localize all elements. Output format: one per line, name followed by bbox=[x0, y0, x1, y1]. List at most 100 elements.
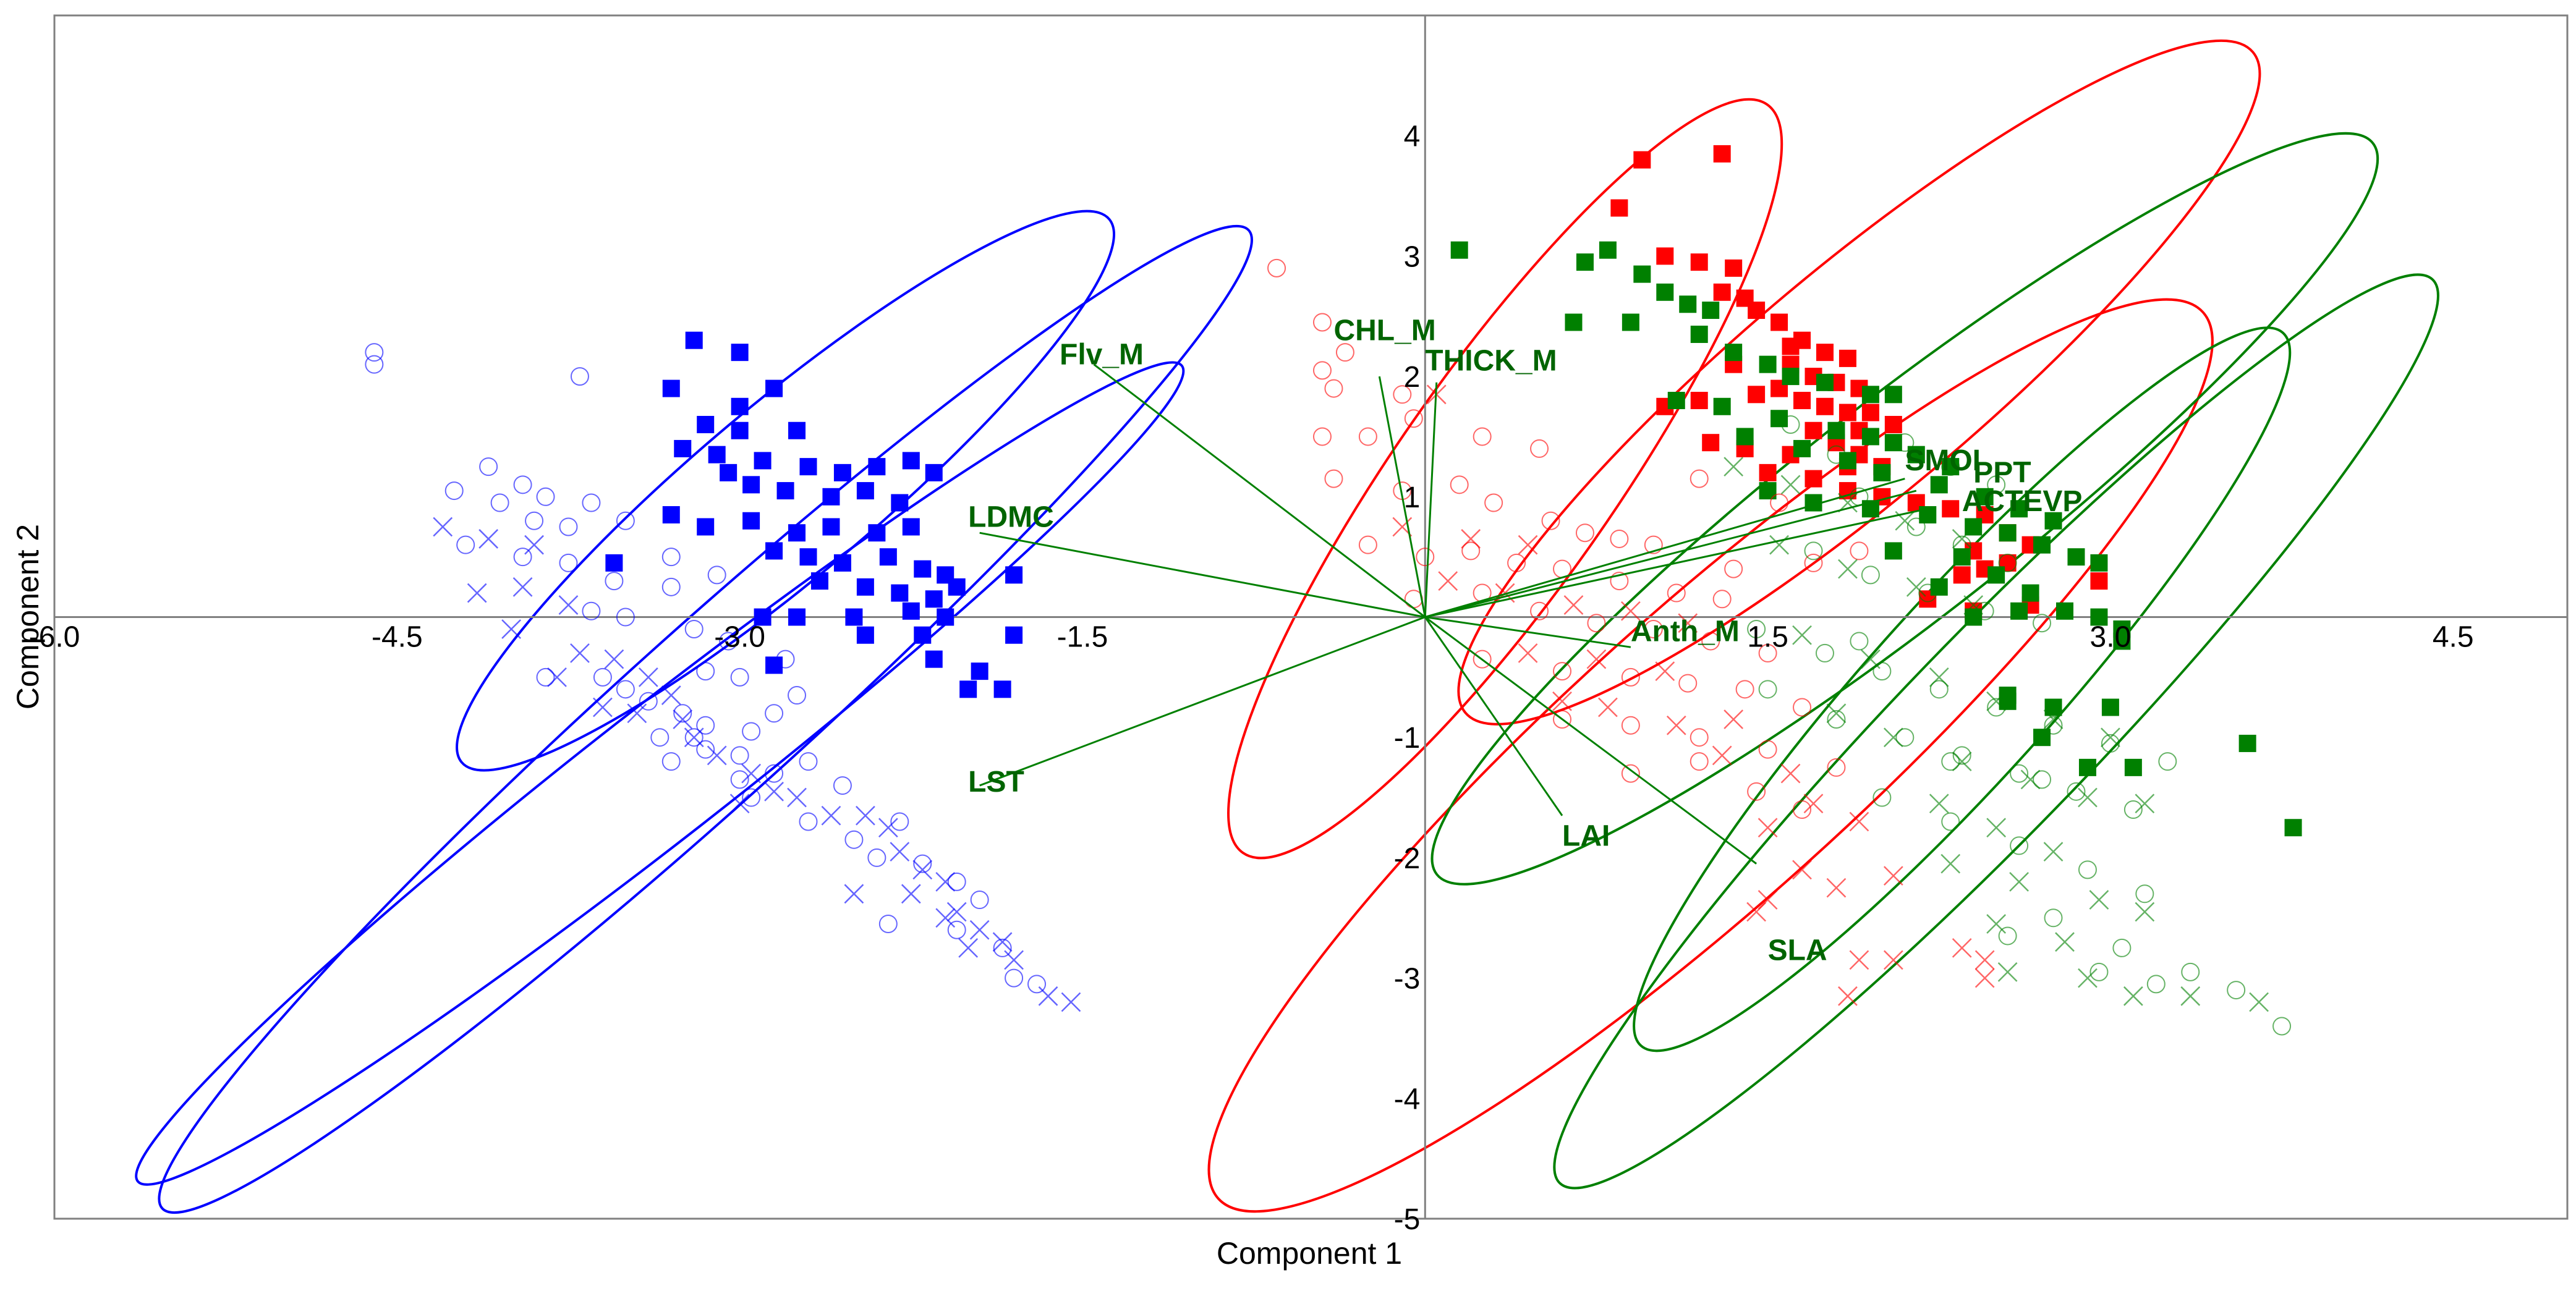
green-circles-point bbox=[2227, 981, 2246, 1000]
green-circles-point bbox=[2135, 884, 2154, 904]
blue-crosses-point bbox=[878, 818, 898, 838]
blue-crosses-point bbox=[707, 745, 727, 766]
red-ellipse-2 bbox=[1207, 298, 2214, 1213]
red-circles-point bbox=[1644, 619, 1663, 638]
vector-lst bbox=[979, 616, 1426, 787]
blue-circles-point bbox=[765, 764, 784, 783]
green-squares-point bbox=[1690, 325, 1708, 343]
blue-squares-point bbox=[925, 650, 943, 668]
blue-squares-point bbox=[731, 397, 749, 415]
red-circles-point bbox=[1701, 632, 1720, 651]
red-circles-point bbox=[1621, 667, 1640, 687]
blue-squares-point bbox=[765, 379, 783, 397]
blue-squares-point bbox=[868, 458, 886, 476]
blue-circles-point bbox=[833, 776, 852, 795]
green-crosses-point bbox=[2043, 842, 2064, 862]
blue-squares-point bbox=[948, 578, 966, 596]
green-squares-point bbox=[2113, 632, 2131, 650]
blue-circles-point bbox=[536, 667, 555, 687]
red-squares-point bbox=[1953, 566, 1971, 584]
red-circles-point bbox=[1827, 758, 1846, 777]
red-circles-series bbox=[1267, 258, 1869, 819]
blue-crosses-point bbox=[433, 517, 453, 537]
green-circles-point bbox=[1929, 680, 1949, 699]
red-squares-point bbox=[1838, 404, 1856, 421]
red-squares-series bbox=[1610, 145, 2108, 620]
red-crosses-point bbox=[1598, 697, 1618, 717]
blue-circles-point bbox=[696, 740, 715, 759]
green-circles-point bbox=[1827, 709, 1846, 729]
blue-crosses-point bbox=[684, 727, 704, 748]
vector-lai bbox=[1424, 616, 1563, 816]
blue-crosses-point bbox=[890, 842, 910, 862]
green-circles-point bbox=[1987, 475, 2006, 494]
green-crosses-point bbox=[2135, 794, 2155, 814]
blue-squares-point bbox=[662, 506, 680, 524]
green-circles-point bbox=[2044, 716, 2063, 735]
red-circles-point bbox=[1747, 782, 1766, 801]
green-squares-point bbox=[1861, 386, 1879, 404]
green-circles-point bbox=[2181, 962, 2200, 981]
blue-squares-point bbox=[765, 542, 783, 560]
vector-label-actevp: ACTEVP bbox=[1962, 485, 2083, 518]
red-squares-point bbox=[1884, 415, 1902, 433]
green-crosses-point bbox=[1929, 794, 1949, 814]
red-circles-point bbox=[1404, 409, 1423, 428]
blue-squares-point bbox=[925, 590, 943, 608]
red-circles-point bbox=[1804, 553, 1823, 572]
red-circles-point bbox=[1324, 469, 1343, 488]
green-squares-point bbox=[2124, 758, 2142, 776]
green-squares-point bbox=[2056, 602, 2073, 620]
green-ellipse-2 bbox=[1633, 326, 2292, 1052]
green-squares-point bbox=[1759, 355, 1777, 373]
x-tick-label: 4.5 bbox=[2433, 621, 2474, 654]
red-circles-point bbox=[1621, 716, 1640, 735]
green-circles-point bbox=[1952, 746, 1971, 765]
green-squares-point bbox=[1725, 344, 1743, 362]
red-circles-point bbox=[1450, 475, 1469, 494]
blue-squares-point bbox=[754, 608, 772, 626]
green-circles-point bbox=[1952, 535, 1971, 554]
blue-circles-point bbox=[719, 632, 738, 651]
blue-crosses-point bbox=[764, 781, 784, 802]
red-crosses-point bbox=[1746, 902, 1766, 922]
green-squares-point bbox=[2238, 734, 2256, 752]
red-squares-point bbox=[1690, 253, 1708, 271]
red-circles-point bbox=[1312, 361, 1332, 380]
green-squares-point bbox=[1679, 295, 1697, 313]
green-crosses-point bbox=[1724, 457, 1744, 477]
blue-crosses-point bbox=[787, 787, 807, 808]
green-squares-point bbox=[1576, 253, 1594, 271]
blue-crosses-series bbox=[433, 517, 1081, 1012]
blue-crosses-point bbox=[524, 535, 544, 555]
blue-circles-point bbox=[1027, 975, 1047, 994]
blue-circles-point bbox=[707, 565, 726, 585]
red-circles-point bbox=[1530, 601, 1549, 620]
y-tick-label: -3 bbox=[1394, 963, 1421, 996]
red-circles-point bbox=[1610, 529, 1629, 548]
blue-circles-point bbox=[570, 367, 589, 386]
points-layer bbox=[365, 145, 2302, 1036]
blue-circles-point bbox=[947, 920, 966, 939]
blue-squares-point bbox=[971, 662, 988, 680]
blue-circles-point bbox=[365, 355, 384, 374]
red-squares-point bbox=[1610, 199, 1628, 217]
blue-circles-point bbox=[616, 511, 635, 530]
blue-crosses-point bbox=[478, 529, 499, 549]
red-circles-point bbox=[1758, 740, 1777, 759]
green-circles-point bbox=[1998, 553, 2017, 572]
green-circles-point bbox=[1941, 812, 1960, 831]
blue-squares-point bbox=[754, 452, 772, 470]
vector-label-ppt: PPT bbox=[1973, 456, 2031, 489]
green-crosses-series bbox=[1724, 457, 2269, 1012]
green-crosses-point bbox=[1792, 625, 1812, 645]
green-squares-point bbox=[1884, 542, 1902, 560]
blue-circles-point bbox=[582, 493, 601, 512]
red-squares-point bbox=[1702, 434, 1720, 452]
green-crosses-point bbox=[2180, 986, 2201, 1006]
green-squares-point bbox=[2067, 548, 2085, 566]
red-crosses-point bbox=[1678, 613, 1698, 633]
green-squares-point bbox=[1816, 373, 1834, 391]
green-circles-point bbox=[2010, 836, 2029, 855]
green-circles-point bbox=[2089, 962, 2109, 981]
